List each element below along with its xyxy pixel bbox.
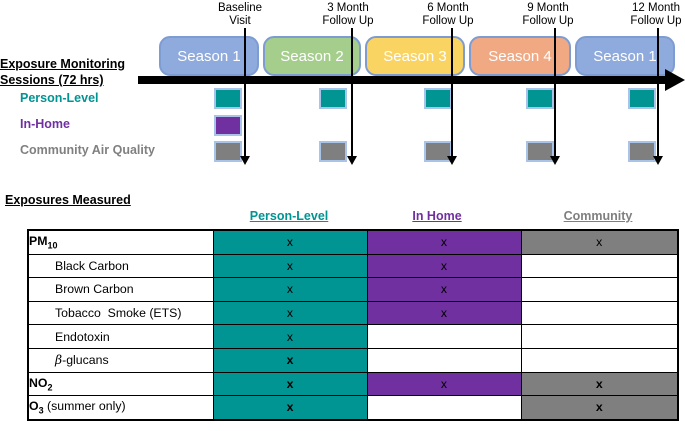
monitor-row-label-person-level: Person-Level [20,91,99,105]
visit-arrow-line [351,28,353,156]
cell-community: x [520,371,679,397]
community-square [319,141,347,162]
season-pill-3: Season 3 [365,36,465,76]
timeline-arrow-bar [138,76,667,84]
visit-arrow-line [451,28,453,156]
visit-label-baseline: Baseline Visit [202,2,278,28]
cell-home [366,347,522,373]
visit-label-line2: Follow Up [422,15,474,27]
cell-community [520,277,679,302]
community-square [628,141,656,162]
row-label: Tobacco Smoke (ETS) [27,300,214,326]
season-pill-label: Season 1 [177,47,241,65]
table-row-brown-carbon: Brown Carbon x x [27,277,679,302]
row-label: O3 (summer only) [27,395,214,421]
visit-arrow-line [554,28,556,156]
visit-arrow-line [244,28,246,156]
visit-label-line1: 12 Month [632,2,680,14]
visit-label-12-month: 12 Month Follow Up [618,2,685,28]
community-square [526,141,554,162]
cell-person: x [212,277,368,302]
visit-label-line1: 9 Month [527,2,569,14]
timeline-heading-line1: Exposure Monitoring [0,57,125,71]
cell-community [520,300,679,326]
person-level-square [424,88,452,109]
row-label: β-glucans [27,347,214,373]
season-pill-label: Season 3 [383,47,447,65]
row-label: Black Carbon [27,253,214,279]
visit-arrow-head-icon [653,156,663,165]
visit-label-line1: 3 Month [327,2,369,14]
visit-label-6-month: 6 Month Follow Up [410,2,486,28]
column-header-person-level: Person-Level [249,209,329,223]
cell-home: x [366,300,522,326]
visit-arrow-head-icon [240,156,250,165]
row-label: PM10 [27,229,214,255]
cell-community: x [520,229,679,255]
cell-home: x [366,253,522,279]
visit-arrow-line [657,28,659,156]
season-pill-2: Season 2 [263,36,361,76]
person-level-square [319,88,347,109]
cell-community [520,324,679,349]
visit-arrow-head-icon [447,156,457,165]
person-level-square [214,88,242,109]
visit-label-9-month: 9 Month Follow Up [510,2,586,28]
exposures-table-title: Exposures Measured [5,193,131,207]
cell-home [366,395,522,421]
cell-home: x [366,371,522,397]
season-pill-label: Season 4 [488,47,552,65]
table-row-endotoxin: Endotoxin x [27,324,679,349]
timeline-section-heading: Exposure Monitoring Sessions (72 hrs) [0,56,125,88]
cell-community [520,253,679,279]
timeline-arrow-head-icon [665,69,685,91]
cell-community: x [520,395,679,421]
table-row-pm10: PM10 x x x [27,229,679,255]
community-square [214,141,242,162]
cell-person: x [212,347,368,373]
cell-person: x [212,300,368,326]
cell-community [520,347,679,373]
visit-label-line1: 6 Month [427,2,469,14]
visit-label-line2: Follow Up [322,15,374,27]
row-label: NO2 [27,371,214,397]
season-pill-1: Season 1 [159,36,259,76]
cell-person: x [212,253,368,279]
cell-person: x [212,229,368,255]
season-pill-label: Season 1 [593,47,657,65]
table-row-o3: O3 (summer only) x x [27,395,679,421]
table-row-beta-glucans: β-glucans x [27,347,679,373]
season-pill-label: Season 2 [280,47,344,65]
column-header-in-home: In Home [412,209,462,223]
in-home-square [214,115,242,136]
cell-person: x [212,371,368,397]
table-row-black-carbon: Black Carbon x x [27,253,679,279]
cell-home: x [366,277,522,302]
visit-label-line1: Baseline [217,2,263,14]
cell-person: x [212,395,368,421]
person-level-square [526,88,554,109]
visit-arrow-head-icon [550,156,560,165]
exposures-table: PM10 x x x Black Carbon x x Brown Carbon… [27,229,679,421]
visit-label-line2: Follow Up [522,15,574,27]
visit-label-line2: Follow Up [630,15,682,27]
visit-label-3-month: 3 Month Follow Up [310,2,386,28]
table-row-no2: NO2 x x x [27,371,679,397]
season-pill-5: Season 1 [575,36,675,76]
row-label: Endotoxin [27,324,214,349]
cell-home: x [366,229,522,255]
column-header-community: Community [563,209,633,223]
monitor-row-label-in-home: In-Home [20,117,70,131]
timeline-heading-line2: Sessions (72 hrs) [0,73,104,87]
cell-home [366,324,522,349]
visit-arrow-head-icon [347,156,357,165]
monitor-row-label-community: Community Air Quality [20,143,155,157]
table-row-tobacco-smoke: Tobacco Smoke (ETS) x x [27,300,679,326]
cell-person: x [212,324,368,349]
row-label: Brown Carbon [27,277,214,302]
visit-label-line2: Visit [229,15,251,27]
person-level-square [628,88,656,109]
